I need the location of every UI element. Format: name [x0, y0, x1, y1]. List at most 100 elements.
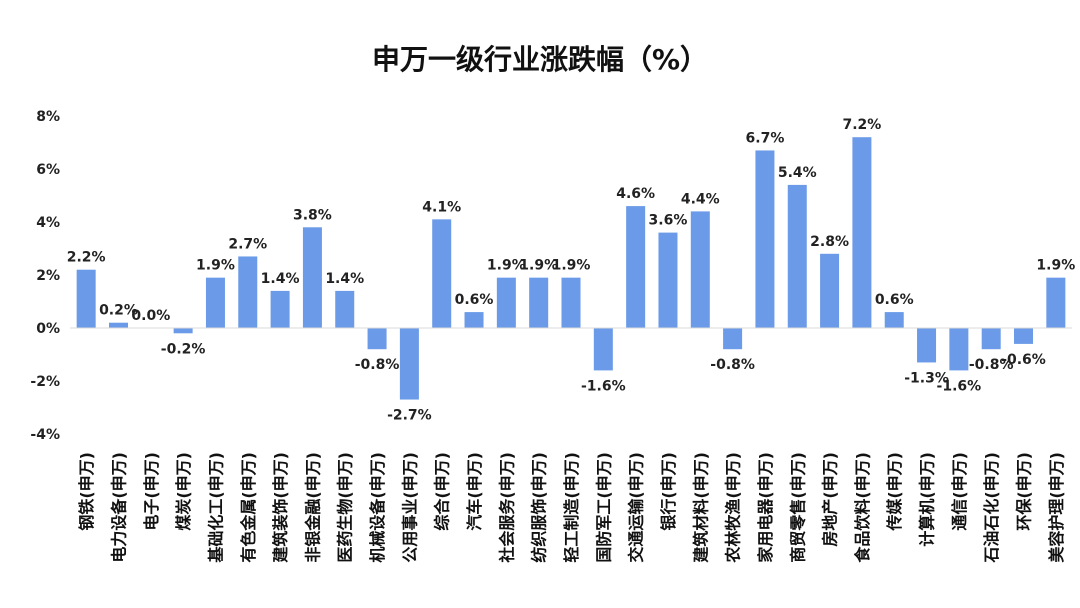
x-tick-label: 建筑材料(申万) — [691, 452, 710, 563]
data-label: 1.4% — [325, 271, 364, 287]
bar — [981, 328, 1001, 350]
data-label: -2.7% — [387, 408, 432, 424]
x-tick-label: 煤炭(申万) — [174, 452, 193, 531]
x-tick-label: 交通运输(申万) — [627, 452, 646, 563]
x-tick-label: 美容护理(申万) — [1047, 452, 1066, 563]
data-label: 4.6% — [616, 186, 655, 202]
x-tick-label: 农林牧渔(申万) — [724, 452, 743, 564]
x-tick-label: 计算机(申万) — [918, 452, 937, 547]
bar — [496, 277, 516, 328]
x-tick-label: 电力设备(申万) — [109, 452, 128, 563]
data-label: 1.9% — [519, 258, 558, 274]
x-tick-label: 家用电器(申万) — [756, 452, 775, 563]
data-label: 0.6% — [455, 292, 494, 308]
x-tick-label: 医药生物(申万) — [336, 452, 355, 563]
bar — [529, 277, 549, 328]
bar — [593, 328, 613, 371]
data-label: 1.9% — [487, 258, 526, 274]
x-tick-label: 社会服务(申万) — [497, 452, 516, 564]
bar — [1046, 277, 1066, 328]
bar — [335, 290, 355, 328]
bar — [76, 269, 96, 328]
chart-title: 申万一级行业涨跌幅（%） — [371, 43, 709, 76]
bar — [205, 277, 225, 328]
x-tick-label: 轻工制造(申万) — [562, 452, 581, 563]
bar — [173, 328, 193, 334]
data-label: 0.0% — [131, 308, 170, 324]
x-tick-label: 汽车(申万) — [465, 452, 484, 531]
data-label: 1.9% — [552, 258, 591, 274]
data-label: -0.6% — [1001, 352, 1046, 368]
x-tick-label: 公用事业(申万) — [400, 452, 419, 563]
data-label: 2.2% — [67, 250, 106, 266]
bar — [108, 322, 128, 328]
bar — [238, 256, 258, 328]
bar — [464, 312, 484, 328]
bar — [852, 137, 872, 328]
data-label: 2.7% — [228, 236, 267, 252]
data-label: 4.4% — [681, 191, 720, 207]
bar — [561, 277, 581, 328]
x-axis-labels: 钢铁(申万) 电力设备(申万) 电子(申万) 煤炭(申万) 基础化工(申万) 有色金属(申… — [77, 452, 1066, 564]
x-tick-label: 非银金融(申万) — [303, 452, 322, 563]
bar — [270, 290, 290, 328]
y-tick-label: 4% — [36, 215, 60, 231]
bar — [658, 232, 678, 328]
data-label: -1.6% — [581, 378, 626, 394]
x-tick-label: 机械设备(申万) — [368, 452, 387, 563]
x-tick-label: 房地产(申万) — [821, 452, 840, 547]
x-tick-label: 食品饮料(申万) — [853, 452, 872, 564]
x-tick-label: 建筑装饰(申万) — [271, 452, 290, 563]
data-label: 7.2% — [842, 117, 881, 133]
data-label: 3.6% — [649, 213, 688, 229]
x-tick-label: 石油石化(申万) — [982, 452, 1001, 564]
data-label: 5.4% — [778, 165, 817, 181]
bar — [432, 219, 452, 328]
bar — [917, 328, 937, 363]
x-tick-label: 通信(申万) — [950, 452, 969, 531]
value-labels: 2.2% 0.2%0.0% -0.2% 1.9% 2.7% 1.4% 3.8% 1.4% -0.… — [67, 117, 1076, 423]
x-tick-label: 基础化工(申万) — [206, 452, 225, 564]
data-label: 4.1% — [422, 199, 461, 215]
bar — [690, 211, 710, 328]
bar — [949, 328, 969, 371]
data-label: 6.7% — [746, 130, 785, 146]
x-tick-label: 国防军工(申万) — [594, 452, 613, 563]
y-tick-label: -2% — [30, 374, 60, 390]
data-label: -0.8% — [710, 357, 755, 373]
bar — [1014, 328, 1034, 344]
x-tick-label: 商贸零售(申万) — [788, 452, 807, 563]
x-tick-label: 钢铁(申万) — [77, 452, 96, 531]
data-label: -1.3% — [904, 370, 949, 386]
y-tick-label: 6% — [36, 162, 60, 178]
data-label: 2.8% — [810, 234, 849, 250]
x-tick-label: 环保(申万) — [1015, 452, 1034, 531]
bar — [302, 227, 322, 328]
bar — [884, 312, 904, 328]
x-tick-label: 综合(申万) — [433, 452, 452, 531]
bars — [76, 137, 1066, 400]
data-label: 1.9% — [1036, 258, 1075, 274]
data-label: 1.9% — [196, 258, 235, 274]
bar — [755, 150, 775, 328]
data-label: 0.2% — [99, 303, 138, 319]
data-label: -0.8% — [969, 357, 1014, 373]
data-label: -0.8% — [355, 357, 400, 373]
y-tick-label: 2% — [36, 268, 60, 284]
y-tick-label: -4% — [30, 427, 60, 443]
y-tick-label: 0% — [36, 321, 60, 337]
x-tick-label: 有色金属(申万) — [239, 452, 258, 563]
x-tick-label: 银行(申万) — [659, 452, 678, 531]
bar — [399, 328, 419, 400]
bar — [723, 328, 743, 350]
x-tick-label: 电子(申万) — [142, 452, 161, 531]
bar — [367, 328, 387, 350]
data-label: -1.6% — [937, 378, 982, 394]
x-tick-label: 传媒(申万) — [885, 452, 904, 532]
x-tick-label: 纺织服饰(申万) — [530, 452, 549, 563]
data-label: 3.8% — [293, 207, 332, 223]
data-label: -0.2% — [161, 341, 206, 357]
data-label: 1.4% — [261, 271, 300, 287]
